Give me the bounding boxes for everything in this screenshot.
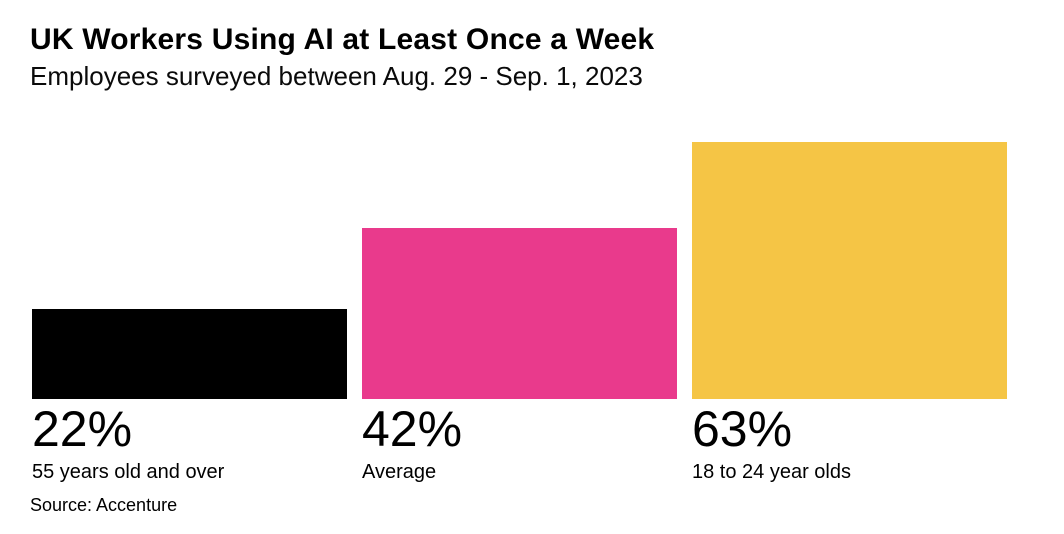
bar-column: 63% 18 to 24 year olds bbox=[692, 142, 1007, 485]
bar-category-label: 18 to 24 year olds bbox=[692, 460, 851, 483]
bar-column: 22% 55 years old and over bbox=[32, 142, 347, 485]
chart-title: UK Workers Using AI at Least Once a Week bbox=[30, 23, 655, 56]
bar-value-label: 63% bbox=[692, 401, 793, 457]
bar-column: 42% Average bbox=[362, 142, 677, 485]
bar-area bbox=[692, 142, 1007, 399]
bar-value-label: 42% bbox=[362, 401, 463, 457]
bar-area bbox=[362, 142, 677, 399]
bar bbox=[692, 142, 1007, 399]
source-note: Source: Accenture bbox=[30, 495, 178, 515]
bar-category-label: 55 years old and over bbox=[32, 460, 225, 483]
bar-value-label: 22% bbox=[32, 401, 133, 457]
chart-subtitle: Employees surveyed between Aug. 29 - Sep… bbox=[30, 61, 643, 91]
bar bbox=[362, 228, 677, 399]
bar-chart: 22% 55 years old and over 42% Average 63% 18 … bbox=[32, 142, 1007, 485]
bar-area bbox=[32, 142, 347, 399]
bar bbox=[32, 309, 347, 399]
bar-category-label: Average bbox=[362, 460, 437, 483]
